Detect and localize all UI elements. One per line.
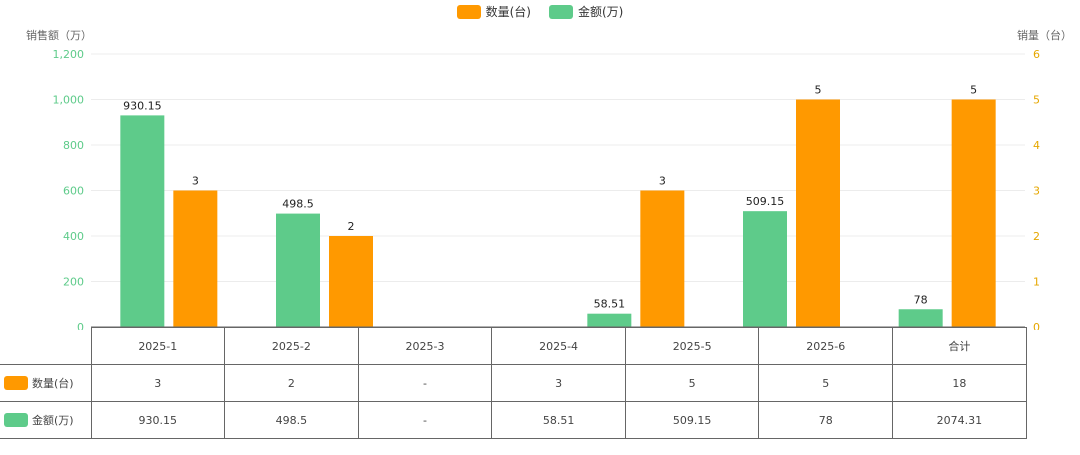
chart-legend: 数量(台) 金额(万) <box>0 3 1080 20</box>
table-header-cell: 2025-3 <box>357 327 493 365</box>
bar-label-quantity: 2 <box>348 220 355 233</box>
table-row-header: 数量(台) <box>0 364 92 402</box>
table-row-quantity: 数量(台) 3 2 - 3 5 5 18 <box>0 364 1027 402</box>
table-cell: 5 <box>624 364 760 402</box>
bar-label-amount: 509.15 <box>746 195 785 208</box>
table-row-amount: 金额(万) 930.15 498.5 - 58.51 509.15 78 207… <box>0 401 1027 439</box>
bar-quantity <box>951 99 996 327</box>
data-table: 2025-1 2025-2 2025-3 2025-4 2025-5 2025-… <box>0 327 1027 439</box>
left-tick-label: 1,200 <box>53 48 85 61</box>
legend-swatch-quantity <box>456 4 481 19</box>
bar-amount <box>898 309 943 327</box>
bar-label-quantity: 3 <box>659 175 666 188</box>
right-tick-label: 4 <box>1033 139 1040 152</box>
row-swatch-quantity <box>4 376 28 390</box>
table-header-cell: 2025-4 <box>491 327 626 365</box>
right-tick-label: 5 <box>1033 94 1040 107</box>
left-tick-label: 0 <box>77 321 84 330</box>
table-corner <box>0 328 91 365</box>
left-tick-label: 400 <box>63 230 84 243</box>
right-tick-label: 2 <box>1033 230 1040 243</box>
bar-quantity <box>796 99 840 327</box>
bar-amount <box>743 211 787 327</box>
table-cell: 3 <box>491 364 626 402</box>
right-axis-title: 销量（台） <box>1017 29 1072 42</box>
legend-item-quantity[interactable]: 数量(台) <box>456 3 531 20</box>
table-cell-total: 2074.31 <box>892 401 1027 439</box>
bar-label-amount: 930.15 <box>123 99 162 112</box>
left-tick-label: 600 <box>63 185 84 198</box>
legend-label-quantity: 数量(台) <box>485 5 531 19</box>
legend-label-amount: 金额(万) <box>578 5 624 19</box>
table-header-cell: 2025-5 <box>624 327 760 365</box>
table-header-row: 2025-1 2025-2 2025-3 2025-4 2025-5 2025-… <box>0 327 1027 365</box>
table-cell: 509.15 <box>624 401 760 439</box>
right-tick-label: 6 <box>1033 48 1040 61</box>
table-cell: 3 <box>90 364 226 402</box>
right-tick-label: 3 <box>1033 185 1040 198</box>
legend-swatch-amount <box>549 4 573 19</box>
right-tick-label: 1 <box>1033 276 1040 289</box>
legend-item-amount[interactable]: 金额(万) <box>549 3 623 20</box>
table-row-label: 金额(万) <box>32 414 74 427</box>
bar-label-amount: 78 <box>914 293 928 306</box>
left-axis-title: 销售额（万） <box>26 29 92 42</box>
table-header-cell: 2025-1 <box>90 327 226 365</box>
bar-quantity <box>640 190 685 327</box>
left-tick-label: 800 <box>63 139 84 152</box>
bar-label-quantity: 5 <box>815 84 822 97</box>
table-header-cell: 2025-6 <box>758 327 894 365</box>
table-header-cell: 2025-2 <box>224 327 359 365</box>
table-cell: 498.5 <box>224 401 359 439</box>
left-tick-label: 1,000 <box>53 94 85 107</box>
chart-plot: 0 200 400 600 800 1,000 1,200 0 1 2 3 4 5 6 930.15 3 498… <box>53 48 1041 330</box>
bar-quantity <box>329 236 373 327</box>
bar-label-amount: 498.5 <box>282 198 314 211</box>
table-row-label: 数量(台) <box>32 377 74 390</box>
right-tick-label: 0 <box>1033 321 1040 330</box>
table-cell-total: 18 <box>892 364 1027 402</box>
left-tick-label: 200 <box>63 276 84 289</box>
table-cell: 2 <box>224 364 359 402</box>
table-header-cell-total: 合计 <box>892 327 1027 365</box>
table-row-header: 金额(万) <box>0 401 92 439</box>
bar-label-quantity: 3 <box>192 175 199 188</box>
table-cell: - <box>357 364 493 402</box>
table-cell: 58.51 <box>491 401 626 439</box>
table-cell: 5 <box>758 364 894 402</box>
bar-amount <box>587 313 632 327</box>
row-swatch-amount <box>4 413 28 427</box>
table-cell: - <box>357 401 493 439</box>
bar-label-quantity: 5 <box>970 84 977 97</box>
bar-quantity <box>173 190 218 327</box>
table-cell: 78 <box>758 401 894 439</box>
bar-amount <box>120 115 165 328</box>
bar-amount <box>276 213 320 327</box>
bar-label-amount: 58.51 <box>594 298 626 311</box>
table-cell: 930.15 <box>90 401 226 439</box>
